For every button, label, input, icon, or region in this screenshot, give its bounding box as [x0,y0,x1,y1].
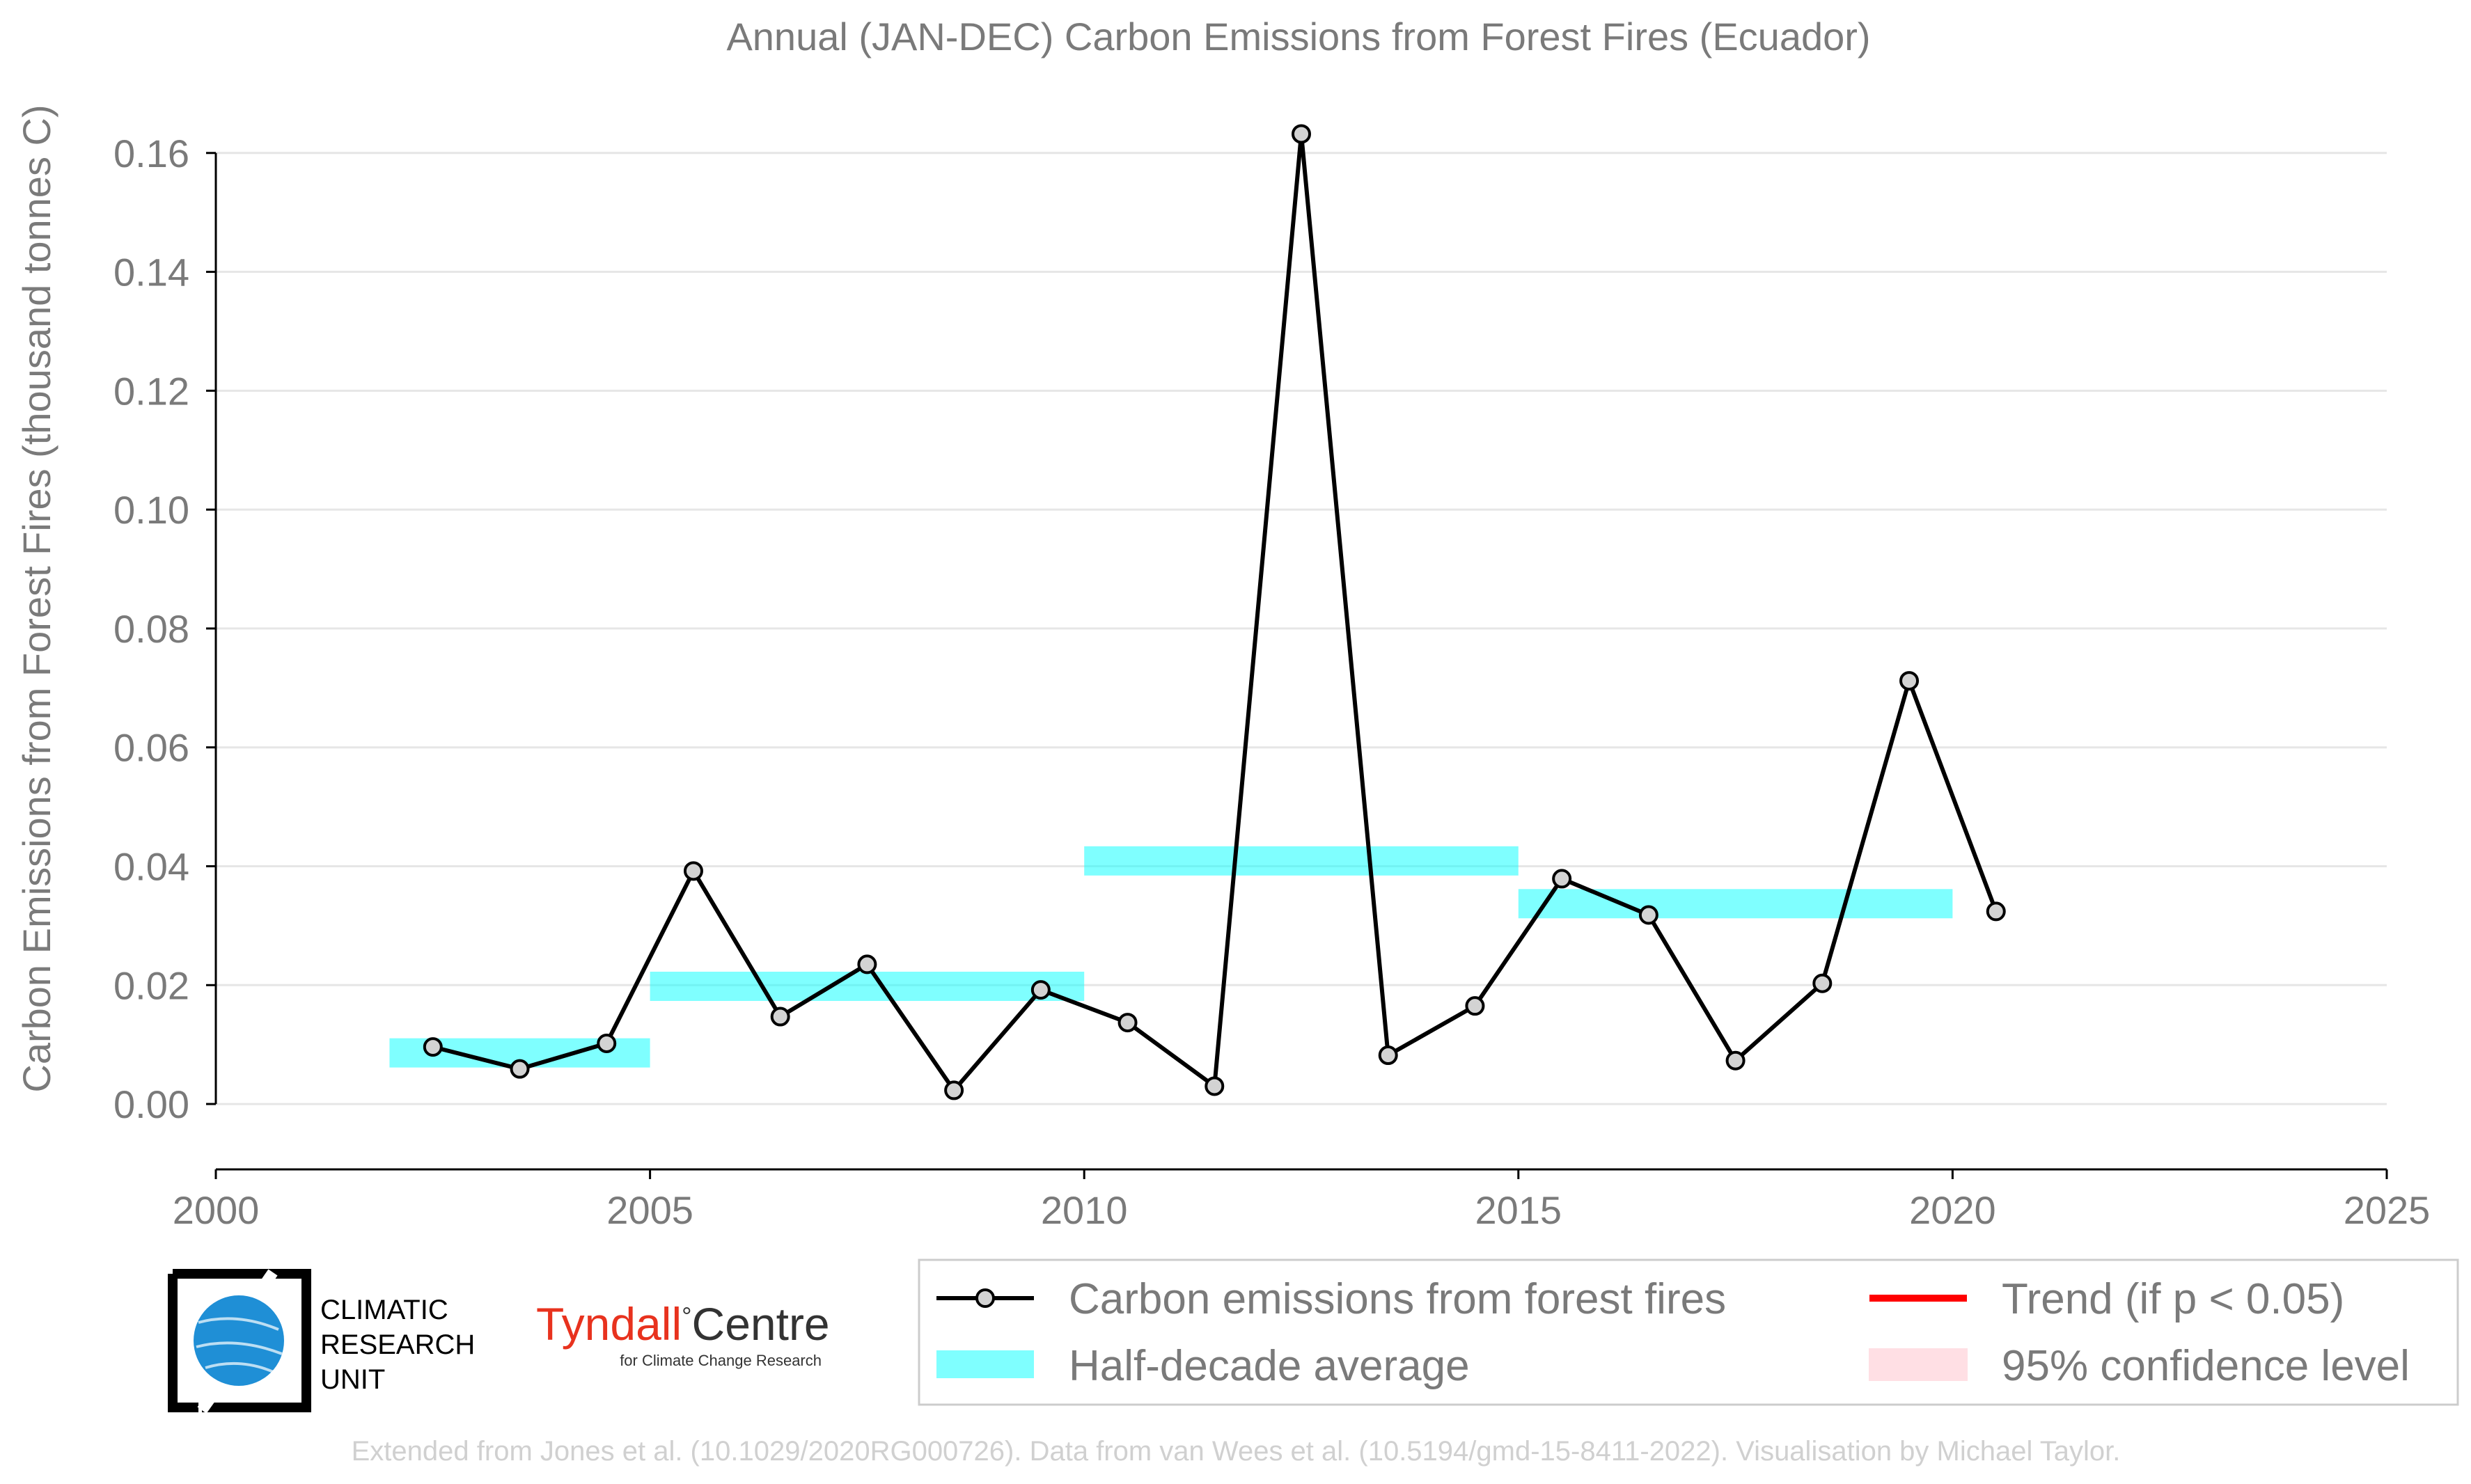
chart-title: Annual (JAN-DEC) Carbon Emissions from F… [726,15,1870,58]
series-markers [423,124,2006,1100]
x-tick-label: 2015 [1475,1188,1562,1232]
data-point [1465,996,1485,1016]
y-axis-label: Carbon Emissions from Forest Fires (thou… [15,104,58,1092]
y-tick-label: 0.12 [113,369,189,413]
legend-series-marker [975,1288,995,1308]
data-point [1205,1076,1225,1096]
data-point [1117,1013,1138,1033]
cru-text-line-1: CLIMATIC [320,1295,448,1325]
legend-confidence-label: 95% confidence level [2002,1342,2410,1390]
legend-item-trend: Trend (if p < 0.05) [1869,1275,2344,1323]
data-point [597,1033,617,1053]
legend-series-label: Carbon emissions from forest fires [1069,1275,1726,1323]
grid-lines [216,152,2387,1105]
x-tick-label: 2025 [2344,1188,2431,1232]
tyndall-name: Tyndall [536,1298,682,1350]
legend-trend-label: Trend (if p < 0.05) [2002,1275,2344,1323]
legend-half-decade-swatch [936,1350,1034,1378]
data-point [510,1059,530,1079]
legend-item-half-decade: Half-decade average [936,1342,1470,1390]
cru-logo-frame-right [202,1269,311,1412]
data-point [1378,1045,1398,1066]
x-tick-labels: 2000 2005 2010 2015 2020 2025 [173,1169,2431,1232]
tyndall-degree: ° [682,1302,691,1330]
x-tick-label: 2000 [173,1188,260,1232]
y-tick-label: 0.14 [113,251,189,294]
cru-text-line-2: RESEARCH [320,1329,475,1360]
data-point [683,861,703,881]
data-point [1725,1050,1746,1071]
legend-confidence-swatch [1869,1348,1968,1381]
y-tick-label: 0.08 [113,607,189,651]
half-decade-band [650,971,1085,1001]
cru-text-line-3: UNIT [320,1364,385,1395]
globe-swirl-lines [196,1317,283,1374]
data-point [1812,973,1833,993]
data-point [1030,980,1051,1000]
cru-logo-frame-left [168,1269,306,1412]
y-tick-label: 0.10 [113,488,189,532]
data-point [1986,901,2006,922]
data-point [1552,869,1572,889]
x-tick-label: 2010 [1041,1188,1128,1232]
series-layer [432,132,1998,1093]
series-line [432,132,1998,1093]
legend-item-series: Carbon emissions from forest fires [936,1275,1726,1323]
tyndall-logo: Tyndall°Centre for Climate Change Resear… [536,1298,830,1369]
legend: Carbon emissions from forest fires Trend… [918,1258,2459,1406]
half-decade-band [1084,846,1519,876]
half-decade-band [1518,889,1953,919]
tyndall-wordmark: Tyndall°Centre [536,1298,830,1350]
axes [214,152,2387,1171]
y-tick-label: 0.06 [113,726,189,770]
data-point [1292,124,1311,144]
y-tick-label: 0.16 [113,132,189,175]
cru-logo: CLIMATIC RESEARCH UNIT [168,1269,475,1414]
credit-footer: Extended from Jones et al. (10.1029/2020… [352,1436,2121,1467]
y-tick-label: 0.02 [113,963,189,1007]
y-tick-label: 0.00 [113,1082,189,1126]
y-tick-labels: 0.00 0.02 0.04 0.06 0.08 0.10 0.12 0.14 0.16 [113,132,216,1126]
tyndall-centre: Centre [692,1298,830,1350]
data-point [423,1037,443,1057]
legend-item-confidence: 95% confidence level [1869,1342,2410,1390]
data-point [1638,905,1658,925]
legend-half-decade-label: Half-decade average [1069,1342,1470,1390]
cru-logo-frame-gaps [197,1269,278,1414]
data-point [1899,671,1920,691]
x-tick-label: 2020 [1909,1188,1996,1232]
data-point [944,1080,964,1100]
y-tick-label: 0.04 [113,844,189,888]
x-tick-label: 2005 [606,1188,693,1232]
globe-icon [194,1295,284,1386]
legend-box [918,1258,2459,1406]
data-point [857,954,877,974]
tyndall-subtitle: for Climate Change Research [620,1352,822,1369]
data-point [770,1007,790,1027]
